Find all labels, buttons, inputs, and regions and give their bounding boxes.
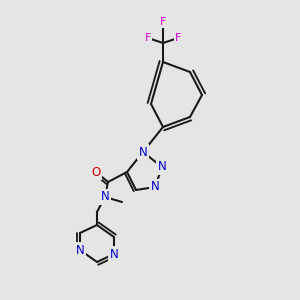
Text: N: N [151, 181, 159, 194]
Text: O: O [92, 166, 100, 178]
Text: N: N [110, 248, 118, 260]
Text: F: F [175, 33, 181, 43]
Text: N: N [158, 160, 166, 173]
Text: F: F [160, 17, 166, 27]
Text: N: N [100, 190, 109, 203]
Text: N: N [76, 244, 84, 256]
Text: F: F [145, 33, 151, 43]
Text: N: N [139, 146, 147, 158]
